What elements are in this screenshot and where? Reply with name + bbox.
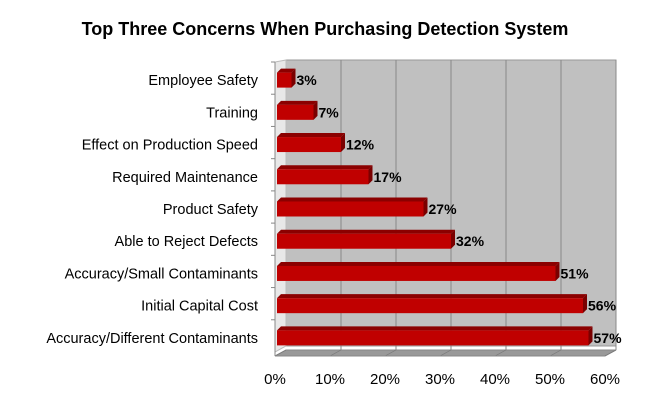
bar (277, 72, 292, 88)
data-label: 3% (297, 72, 318, 88)
x-tick-label: 30% (425, 371, 455, 388)
category-label: Effect on Production Speed (82, 138, 258, 154)
bar-top (277, 133, 345, 138)
bar-end (451, 229, 455, 249)
bar-top (277, 68, 296, 73)
category-label: Accuracy/Small Contaminants (65, 266, 258, 282)
bar-top (277, 165, 373, 170)
bar-top (277, 294, 587, 299)
bar-end (588, 326, 593, 346)
floor-gridline (274, 349, 287, 357)
bar-end (555, 261, 560, 281)
floor-gridline (604, 349, 617, 357)
data-label: 32% (456, 233, 485, 249)
data-label: 12% (346, 137, 375, 153)
data-label: 17% (374, 169, 403, 185)
floor-gridline (549, 349, 562, 357)
plot-area: 0% 10% 20% 30% 40% 50% 60% 3% Employee Safety 7% T… (46, 59, 623, 388)
floor-gridline (384, 349, 397, 357)
bar-top (277, 197, 428, 202)
x-tick-label: 50% (535, 371, 565, 388)
x-tick-label: 10% (315, 371, 345, 388)
bar-end (341, 133, 345, 153)
x-tick-label: 60% (590, 371, 620, 388)
data-label: 56% (588, 298, 617, 314)
bar-end (423, 197, 428, 217)
bar (277, 104, 314, 120)
category-label: Required Maintenance (112, 170, 258, 186)
x-tick-label: 20% (370, 371, 400, 388)
floor-gridline (329, 349, 342, 357)
category-label: Accuracy/Different Contaminants (46, 331, 258, 347)
category-label: Product Safety (163, 202, 259, 218)
bar-top (277, 326, 593, 331)
bar-top (277, 100, 318, 105)
floor-gridline (494, 349, 507, 357)
data-label: 7% (319, 104, 340, 120)
bar-top (277, 229, 455, 234)
bar-end (368, 165, 373, 185)
bar-end (313, 100, 318, 120)
category-label: Initial Capital Cost (141, 299, 258, 315)
bar-end (583, 294, 587, 314)
bar (277, 233, 451, 249)
category-label: Training (206, 105, 258, 121)
chart-title: Top Three Concerns When Purchasing Detec… (82, 19, 569, 39)
bar (277, 265, 556, 281)
bar (277, 330, 589, 346)
floor-gridline (439, 349, 452, 357)
x-tick-label: 40% (480, 371, 510, 388)
data-label: 27% (429, 201, 458, 217)
category-label: Employee Safety (148, 73, 258, 89)
x-tick-label: 0% (264, 371, 286, 388)
bar (277, 137, 341, 153)
bar (277, 298, 583, 314)
data-label: 51% (561, 265, 590, 281)
bar-top (277, 261, 560, 266)
data-label: 57% (594, 330, 623, 346)
bar-end (291, 68, 296, 88)
bar (277, 169, 369, 185)
bar (277, 201, 424, 217)
category-label: Able to Reject Defects (115, 234, 258, 250)
